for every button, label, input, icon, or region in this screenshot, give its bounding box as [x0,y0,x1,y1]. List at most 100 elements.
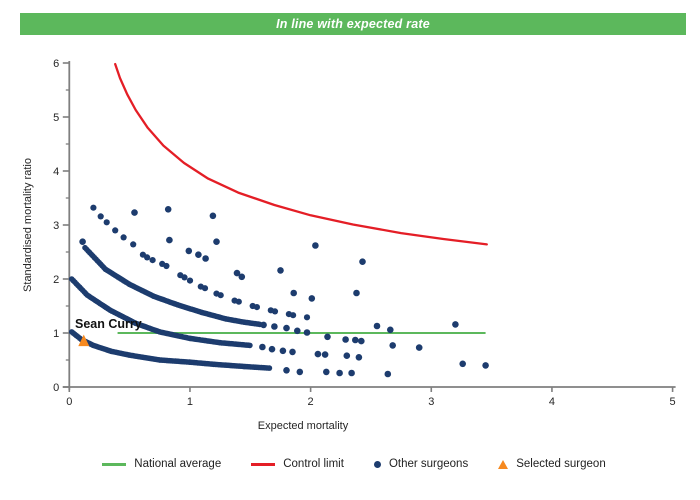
y-axis-title: Standardised mortality ratio [22,158,34,292]
x-tick-label: 1 [187,396,193,408]
surgeon-dot[interactable] [195,251,202,258]
y-tick-label: 5 [53,112,59,124]
surgeon-dot[interactable] [283,324,290,332]
surgeon-dot[interactable] [336,369,343,377]
selected-surgeon-marker[interactable] [78,334,90,347]
surgeon-dot[interactable] [163,262,170,270]
surgeon-dot[interactable] [296,368,304,376]
surgeon-dot[interactable] [186,277,194,284]
legend-label: Other surgeons [388,458,469,470]
surgeon-dot[interactable] [120,234,127,241]
surgeon-dot[interactable] [131,209,138,216]
y-tick-label: 0 [53,382,59,394]
surgeon-dot[interactable] [217,292,224,299]
y-tick-label: 2 [53,274,59,286]
surgeon-dot[interactable] [271,308,279,315]
surgeon-dot[interactable] [482,362,489,369]
legend-item-other-surgeons[interactable]: Other surgeons [373,458,469,470]
surgeon-dot[interactable] [308,295,316,302]
surgeon-dot[interactable] [97,213,104,220]
surgeon-dot[interactable] [144,254,151,261]
surgeon-dot[interactable] [359,258,366,266]
x-tick-label: 0 [66,396,72,408]
surgeon-dot[interactable] [90,204,97,211]
surgeon-dot[interactable] [303,329,311,336]
surgeon-dot[interactable] [259,343,266,351]
x-tick-label: 3 [428,396,434,408]
status-banner-text: In line with expected rate [276,17,430,31]
surgeon-dot[interactable] [321,351,329,358]
x-axis-title: Expected mortality [258,420,349,432]
surgeon-dot[interactable] [355,354,363,361]
surgeon-dot[interactable] [353,289,360,297]
surgeon-dot[interactable] [384,370,392,378]
legend-label: Control limit [283,458,344,470]
y-tick-label: 1 [53,328,59,340]
surgeon-dot[interactable] [181,274,188,281]
surgeon-dot[interactable] [279,347,287,355]
surgeon-dot[interactable] [290,289,298,297]
line-swatch-icon [102,462,127,466]
surgeon-band-dot [266,365,273,371]
surgeon-dot[interactable] [294,327,301,335]
surgeon-dot[interactable] [323,368,330,376]
surgeon-dot[interactable] [283,367,290,374]
surgeon-dot[interactable] [260,321,267,329]
surgeon-dot[interactable] [233,269,241,277]
surgeon-dot[interactable] [235,298,242,305]
surgeon-dot[interactable] [358,337,365,345]
surgeon-dot[interactable] [79,238,86,245]
surgeon-dot[interactable] [303,314,311,321]
surgeon-dot[interactable] [238,273,246,281]
x-tick-label: 4 [549,396,555,408]
surgeon-dot[interactable] [213,238,220,245]
surgeon-dot[interactable] [342,336,349,343]
surgeon-dot[interactable] [312,242,319,249]
status-banner: In line with expected rate [20,13,686,35]
surgeon-dot[interactable] [103,219,110,226]
selected-surgeon-label: Sean Curry [75,317,142,331]
surgeon-dot[interactable] [201,285,209,292]
legend: National average Control limit Other sur… [4,458,700,470]
surgeon-dot[interactable] [459,360,467,368]
surgeon-dot[interactable] [112,227,119,234]
surgeon-dot[interactable] [271,323,278,330]
dot-swatch-icon [373,460,381,468]
legend-item-control-limit[interactable]: Control limit [251,458,344,470]
surgeon-dot[interactable] [209,212,217,220]
surgeon-dot[interactable] [130,241,137,248]
surgeon-band-dot [247,342,253,349]
surgeon-dot[interactable] [387,326,394,334]
surgeon-dot[interactable] [352,336,359,344]
surgeon-dot[interactable] [389,342,397,349]
y-tick-label: 6 [53,58,59,70]
surgeon-dot[interactable] [268,345,276,353]
x-tick-label: 2 [308,396,314,408]
surgeon-dot[interactable] [415,344,423,351]
y-tick-label: 3 [53,220,59,232]
surgeon-dot[interactable] [149,257,156,264]
surgeon-dot[interactable] [343,352,351,360]
legend-item-selected-surgeon[interactable]: Selected surgeon [498,458,606,470]
surgeon-dot[interactable] [289,348,296,356]
surgeon-dot[interactable] [452,321,459,328]
legend-item-national-average[interactable]: National average [102,458,221,470]
surgeon-dot[interactable] [290,312,297,319]
surgeon-dot[interactable] [164,206,172,213]
surgeon-dot[interactable] [185,247,193,255]
y-tick-label: 4 [53,166,59,178]
triangle-swatch-icon [498,459,509,469]
surgeon-dot[interactable] [373,322,381,330]
surgeon-dot[interactable] [324,333,331,341]
surgeon-dot[interactable] [314,350,322,358]
surgeon-dot[interactable] [277,267,284,274]
control-limit-curve [114,62,488,246]
surgeon-dot[interactable] [348,369,355,377]
surgeon-dot[interactable] [166,236,173,244]
surgeon-dot[interactable] [253,304,260,311]
legend-label: Selected surgeon [516,458,606,470]
legend-label: National average [134,458,222,470]
surgeon-dot[interactable] [202,255,209,262]
x-tick-label: 5 [670,396,676,408]
